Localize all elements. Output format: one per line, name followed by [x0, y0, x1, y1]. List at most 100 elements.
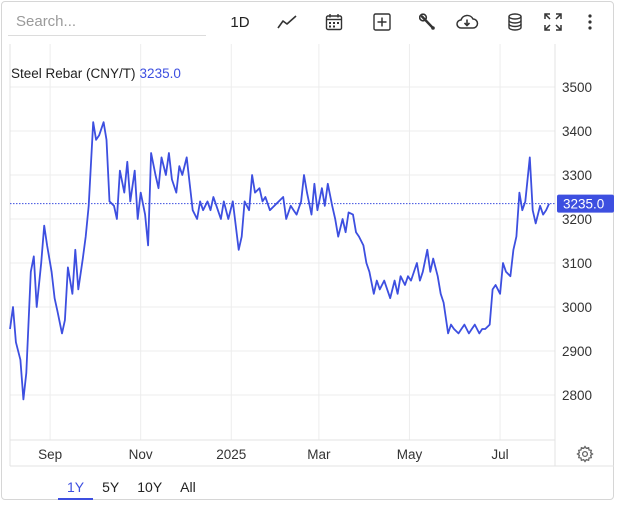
- series-point: [489, 324, 490, 325]
- expand-icon: [544, 13, 562, 31]
- series-point: [238, 249, 239, 250]
- range-tab-10y[interactable]: 10Y: [137, 479, 163, 495]
- date-range-button[interactable]: [322, 8, 346, 36]
- series-point: [549, 203, 550, 204]
- series-point: [82, 258, 83, 259]
- add-indicator-button[interactable]: [370, 8, 394, 36]
- series-point: [189, 183, 190, 184]
- settings-tools-button[interactable]: [416, 8, 440, 36]
- download-button[interactable]: [454, 8, 480, 36]
- series-point: [23, 399, 24, 400]
- series-point: [301, 201, 302, 202]
- series-point: [430, 271, 431, 272]
- series-point: [502, 262, 503, 263]
- series-point: [252, 174, 253, 175]
- current-price-tag-background: [557, 194, 614, 213]
- series-point: [338, 236, 339, 237]
- database-icon: [508, 13, 522, 31]
- series-point: [397, 293, 398, 294]
- more-options-button[interactable]: [580, 8, 600, 36]
- y-tick-label: 3500: [562, 80, 592, 95]
- series-point: [369, 271, 370, 272]
- data-button[interactable]: [504, 8, 526, 36]
- series-point: [387, 289, 388, 290]
- series-point: [348, 212, 349, 213]
- series-point: [433, 258, 434, 259]
- series-point: [437, 276, 438, 277]
- series-point: [44, 225, 45, 226]
- series-point: [158, 188, 159, 189]
- series-point: [36, 306, 37, 307]
- series-point: [422, 271, 423, 272]
- series-point: [64, 320, 65, 321]
- interval-label: 1D: [230, 13, 250, 31]
- series-point: [379, 289, 380, 290]
- series-point: [265, 196, 266, 197]
- series-point: [335, 218, 336, 219]
- series-point: [176, 192, 177, 193]
- series-point: [468, 333, 469, 334]
- range-tab-1y[interactable]: 1Y: [58, 474, 94, 500]
- range-tab-all[interactable]: All: [180, 479, 196, 495]
- y-tick-label: 3300: [562, 168, 592, 183]
- series-point: [207, 201, 208, 202]
- series-point: [41, 262, 42, 263]
- series-point: [352, 214, 353, 215]
- range-tab-5y[interactable]: 5Y: [102, 479, 120, 495]
- series-point: [376, 280, 377, 281]
- y-tick-label: 2900: [562, 344, 592, 359]
- series-point: [296, 214, 297, 215]
- series-point: [324, 205, 325, 206]
- gear-icon[interactable]: [576, 445, 594, 463]
- series-point: [482, 328, 483, 329]
- wrench-icon: [419, 13, 435, 30]
- series-point: [200, 201, 201, 202]
- x-tick-label: Sep: [38, 447, 62, 462]
- chart-toolbar: 1D: [0, 0, 617, 44]
- series-point: [119, 170, 120, 171]
- series-point: [155, 174, 156, 175]
- fullscreen-button[interactable]: [542, 8, 564, 36]
- series-point: [197, 218, 198, 219]
- x-tick-label: Mar: [307, 447, 331, 462]
- series-point: [179, 166, 180, 167]
- series-point: [99, 135, 100, 136]
- series-point: [12, 306, 13, 307]
- series-point: [450, 324, 451, 325]
- series-point: [419, 280, 420, 281]
- series-point: [254, 192, 255, 193]
- y-tick-label: 2800: [562, 388, 592, 403]
- series-point: [404, 284, 405, 285]
- y-tick-label: 3200: [562, 212, 592, 227]
- series-point: [355, 232, 356, 233]
- series-point: [410, 280, 411, 281]
- series-point: [33, 256, 34, 257]
- series-point: [458, 333, 459, 334]
- series-point: [241, 236, 242, 237]
- series-point: [525, 201, 526, 202]
- series-point: [303, 174, 304, 175]
- y-axis: 2800 2900 3000 3100 3200 3300 3400 3500: [562, 80, 592, 403]
- series-point: [529, 157, 530, 158]
- series-point: [492, 289, 493, 290]
- series-point: [9, 328, 10, 329]
- series-point: [262, 201, 263, 202]
- series-point: [400, 276, 401, 277]
- series-point: [165, 174, 166, 175]
- series-point: [513, 249, 514, 250]
- chart-type-button[interactable]: [274, 8, 300, 36]
- chart-widget-frame: [1, 1, 614, 500]
- chart-title: Steel Rebar (CNY/T): [11, 66, 136, 81]
- series-point: [210, 210, 211, 211]
- series-point: [269, 210, 270, 211]
- x-tick-label: Jul: [491, 447, 508, 462]
- series-point: [342, 218, 343, 219]
- series-point: [440, 293, 441, 294]
- series-point: [453, 328, 454, 329]
- search-input[interactable]: [8, 8, 206, 36]
- series-point: [363, 245, 364, 246]
- interval-button[interactable]: 1D: [226, 8, 254, 36]
- series-point: [168, 152, 169, 153]
- series-point: [106, 139, 107, 140]
